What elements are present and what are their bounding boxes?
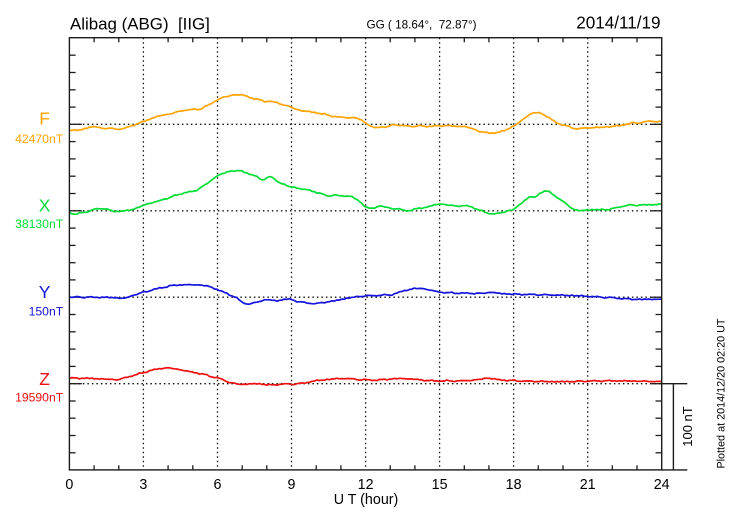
svg-text:15: 15 (432, 477, 448, 493)
svg-text:0: 0 (65, 477, 73, 493)
svg-text:19590nT: 19590nT (15, 391, 64, 405)
svg-text:F: F (39, 108, 50, 128)
svg-text:9: 9 (288, 477, 296, 493)
svg-text:Alibag (ABG) [IIG]: Alibag (ABG) [IIG] (70, 15, 210, 34)
svg-text:Plotted at 2014/12/20 02:20 UT: Plotted at 2014/12/20 02:20 UT (716, 318, 728, 468)
svg-text:2014/11/19: 2014/11/19 (576, 14, 660, 33)
svg-text:U T (hour): U T (hour) (334, 492, 399, 508)
svg-text:24: 24 (654, 477, 670, 493)
svg-text:100 nT: 100 nT (680, 406, 695, 447)
svg-text:6: 6 (214, 477, 222, 493)
svg-text:Z: Z (39, 369, 50, 389)
svg-text:42470nT: 42470nT (15, 132, 64, 146)
svg-text:GG ( 18.64°, 72.87°): GG ( 18.64°, 72.87°) (367, 19, 477, 32)
svg-text:18: 18 (506, 477, 522, 493)
svg-text:X: X (39, 196, 51, 216)
svg-text:150nT: 150nT (29, 305, 64, 319)
svg-text:Y: Y (39, 282, 51, 302)
svg-text:3: 3 (139, 477, 147, 493)
svg-text:12: 12 (358, 477, 374, 493)
svg-text:21: 21 (580, 477, 596, 493)
svg-text:38130nT: 38130nT (15, 217, 64, 231)
